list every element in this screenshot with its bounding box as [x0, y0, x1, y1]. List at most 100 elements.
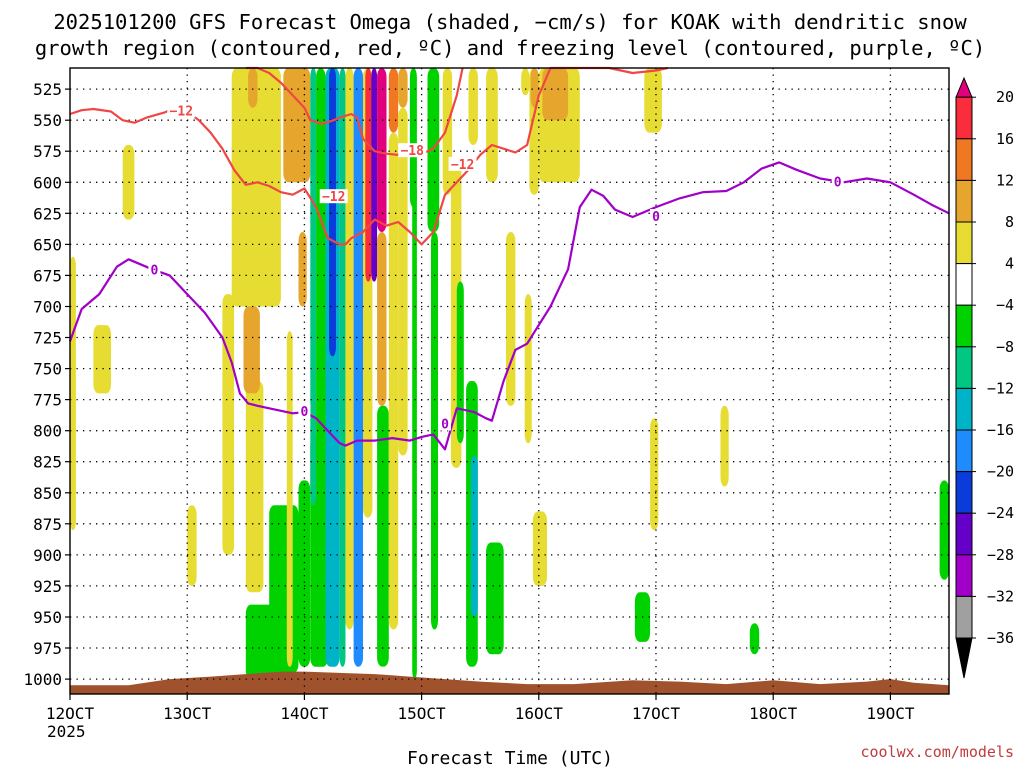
- dgz-minus18-contour: [245, 66, 464, 156]
- y-tick-label: 750: [33, 360, 62, 379]
- omega-region: [93, 325, 111, 394]
- omega-region: [377, 68, 387, 232]
- contour-label: −12: [170, 105, 193, 120]
- omega-region: [456, 281, 464, 444]
- omega-region: [532, 511, 547, 586]
- omega-region: [345, 68, 354, 630]
- x-axis-year: 2025: [47, 722, 86, 741]
- contour-label: 0: [150, 264, 158, 279]
- contour-label-bg: [319, 189, 348, 204]
- colorbar-bin: [955, 595, 973, 639]
- colorbar-label: 16: [996, 130, 1014, 148]
- omega-region: [248, 68, 258, 108]
- omega-region: [316, 68, 326, 468]
- y-tick-label: 875: [33, 515, 62, 534]
- colorbar-label: 4: [1005, 255, 1014, 273]
- omega-region: [409, 68, 417, 208]
- colorbar-label: −12: [987, 379, 1014, 397]
- chart-title-line2: growth region (contoured, red, ºC) and f…: [35, 36, 985, 60]
- colorbar-label: −4: [996, 296, 1014, 314]
- omega-region: [388, 132, 399, 630]
- y-tick-label: 600: [33, 173, 62, 192]
- surface-terrain: [70, 671, 949, 694]
- colorbar-label: −24: [987, 504, 1014, 522]
- contour-label: 0: [834, 175, 842, 190]
- omega-region: [388, 68, 399, 133]
- omega-region: [398, 107, 408, 456]
- colorbar-label: 8: [1005, 213, 1014, 231]
- x-tick-label: 14OCT: [280, 704, 329, 723]
- colorbar-label: −20: [987, 463, 1014, 481]
- omega-region: [530, 68, 539, 108]
- omega-region: [749, 623, 760, 655]
- omega-region: [939, 480, 949, 580]
- omega-region: [286, 331, 293, 667]
- colorbar-bin: [955, 429, 973, 473]
- x-axis-label: Forecast Time (UTC): [407, 748, 613, 768]
- omega-region: [243, 306, 260, 394]
- contour-label-bg: [148, 262, 161, 277]
- omega-region: [283, 68, 311, 183]
- colorbar-bin: [955, 179, 973, 223]
- colorbar-bin: [955, 554, 973, 597]
- y-tick-label: 700: [33, 298, 62, 317]
- y-tick-label: 550: [33, 111, 62, 130]
- omega-region: [720, 405, 729, 487]
- omega-region: [468, 68, 478, 145]
- contour-label-bg: [831, 174, 844, 189]
- omega-region: [427, 68, 440, 232]
- colorbar-top-arrow: [955, 76, 973, 98]
- colorbar-bin: [955, 221, 973, 265]
- contour-label-bg: [398, 143, 427, 158]
- x-tick-label: 12OCT: [46, 704, 95, 723]
- x-tick-label: 19OCT: [866, 704, 915, 723]
- y-tick-label: 800: [33, 422, 62, 441]
- credit-text: coolwx.com/models: [860, 743, 1014, 761]
- omega-region: [70, 256, 76, 531]
- omega-region: [524, 294, 532, 444]
- contour-label-bg: [298, 404, 311, 419]
- contour-label-bg: [439, 416, 451, 431]
- omega-region: [329, 68, 336, 357]
- y-tick-label: 650: [33, 235, 62, 254]
- omega-region: [377, 405, 389, 667]
- colorbar-bin: [955, 346, 973, 389]
- contour-label: 0: [300, 405, 308, 420]
- surface-terrain-layer: [70, 671, 949, 694]
- colorbar-label: −28: [987, 546, 1014, 564]
- x-axis-ticks: 12OCT 13OCT 14OCT 15OCT 16OCT 17OCT 18OCT 19OCT: [46, 694, 915, 723]
- omega-region: [398, 68, 408, 108]
- omega-region: [644, 68, 662, 133]
- colorbar-bin: [955, 263, 973, 306]
- y-tick-label: 825: [33, 453, 62, 472]
- contour-label: 0: [441, 418, 449, 433]
- contour-label-bg: [448, 156, 477, 171]
- omega-region: [371, 68, 378, 282]
- omega-region: [245, 381, 264, 593]
- grid-lines: [70, 68, 949, 694]
- y-tick-label: 900: [33, 546, 62, 565]
- y-tick-label: 675: [33, 266, 62, 285]
- y-tick-label: 975: [33, 639, 62, 658]
- colorbar-label: 12: [996, 171, 1014, 189]
- colorbar-bin: [955, 138, 973, 181]
- omega-region: [231, 68, 281, 307]
- omega-region: [298, 480, 311, 667]
- contour-label-bg: [167, 103, 196, 118]
- y-tick-label: 850: [33, 484, 62, 503]
- omega-region: [298, 232, 307, 307]
- y-tick-label: 950: [33, 608, 62, 627]
- freezing-level-contour: [68, 161, 950, 451]
- omega-region: [187, 505, 197, 586]
- x-tick-label: 13OCT: [163, 704, 212, 723]
- plot-frame: [69, 67, 950, 695]
- colorbar-label: 20: [996, 88, 1014, 106]
- y-tick-label: 575: [33, 142, 62, 161]
- colorbar-bin: [955, 304, 973, 348]
- colorbar-bin: [955, 96, 973, 140]
- omega-region: [542, 68, 569, 121]
- y-tick-label: 1000: [23, 670, 62, 689]
- x-tick-label: 18OCT: [749, 704, 798, 723]
- contour-label: −12: [322, 190, 345, 205]
- omega-region: [245, 604, 276, 680]
